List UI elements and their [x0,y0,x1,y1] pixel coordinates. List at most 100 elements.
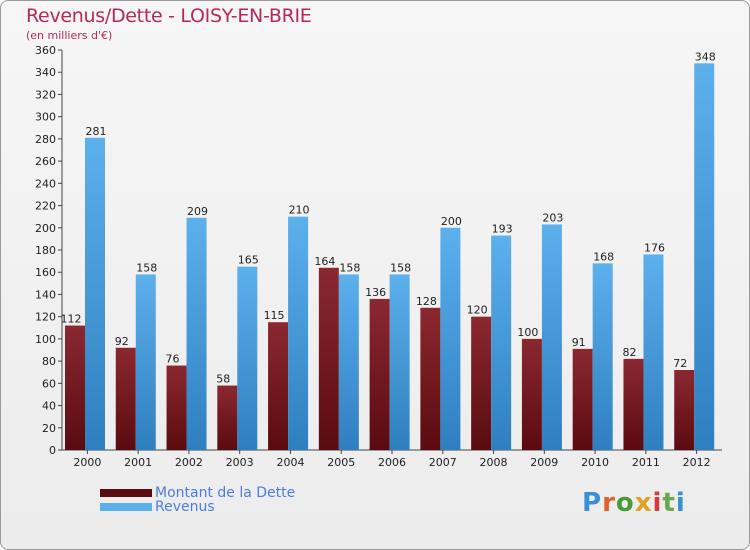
x-tick-label: 2008 [480,456,508,469]
data-labels: 112 281 92 158 76 209 58 165 115 210 164 158 136 158 1… [61,50,716,385]
bar-dette [166,365,187,450]
data-label-revenus: 203 [542,211,563,224]
bar-dette [217,385,238,450]
y-tick-label: 240 [35,177,56,190]
y-tick-label: 20 [42,422,56,435]
bar-revenus [592,263,613,450]
y-tick-label: 80 [42,355,56,368]
y-tick-label: 100 [35,333,56,346]
x-tick-label: 2001 [124,456,152,469]
data-label-revenus: 176 [644,241,665,254]
data-label-dette: 115 [264,309,285,322]
bar-dette [268,322,289,450]
y-tick-label: 140 [35,288,56,301]
bar-revenus [186,217,207,450]
data-label-revenus: 165 [238,254,259,267]
x-tick-label: 2000 [73,456,101,469]
data-label-revenus: 281 [86,125,107,138]
data-label-dette: 82 [622,346,636,359]
x-axis: 2000 2001 2002 2003 2004 2005 2006 2007 2008 2009… [62,449,722,469]
bar-revenus [440,227,461,450]
x-tick-label: 2009 [530,456,558,469]
bar-dette [318,267,339,450]
data-label-revenus: 200 [441,215,462,228]
data-label-revenus: 193 [492,223,513,236]
y-tick-label: 220 [35,200,56,213]
data-label-dette: 120 [467,304,488,317]
x-tick-label: 2007 [429,456,457,469]
bar-dette [471,316,492,450]
x-tick-label: 2003 [226,456,254,469]
logo-letter: i [652,488,663,518]
logo-letter: i [675,488,686,518]
y-tick-label: 300 [35,111,56,124]
logo-letter: o [615,488,635,518]
bar-revenus [694,63,715,450]
bar-dette [369,298,390,450]
legend-swatch-revenus [100,503,152,511]
data-label-dette: 128 [416,295,437,308]
bar-revenus [237,266,258,450]
data-label-dette: 76 [166,353,180,366]
bar-dette [115,347,136,450]
x-tick-label: 2010 [581,456,609,469]
data-label-revenus: 158 [136,261,157,274]
y-tick-label: 340 [35,66,56,79]
data-label-revenus: 158 [339,261,360,274]
chart-title: Revenus/Dette - LOISY-EN-BRIE [26,5,312,27]
bar-dette [572,348,593,450]
y-axis: 0 20 40 60 80 100 120 140 160 180 200 220 240 260 280 3… [35,44,63,457]
legend-swatch-dette [100,489,152,497]
data-label-revenus: 348 [695,50,716,63]
data-label-revenus: 210 [289,204,310,217]
logo-letter: r [602,488,616,518]
x-tick-label: 2006 [378,456,406,469]
x-tick-label: 2002 [175,456,203,469]
y-tick-label: 280 [35,133,56,146]
data-label-dette: 91 [572,336,586,349]
data-label-revenus: 209 [187,205,208,218]
x-tick-label: 2004 [276,456,304,469]
logo-letter: P [582,488,603,518]
y-tick-label: 60 [42,377,56,390]
y-tick-label: 360 [35,44,56,57]
y-tick-label: 120 [35,311,56,324]
data-label-revenus: 168 [593,250,614,263]
y-tick-label: 180 [35,244,56,257]
legend-label-dette: Montant de la Dette [155,485,296,501]
bar-dette [65,325,85,450]
bar-revenus [135,274,156,450]
bar-revenus [541,224,562,450]
data-label-revenus: 158 [390,261,411,274]
logo-letter: t [662,488,676,518]
y-tick-label: 200 [35,222,56,235]
y-tick-label: 40 [42,400,56,413]
bar-revenus [288,216,309,450]
y-tick-label: 260 [35,155,56,168]
bar-dette [623,358,644,450]
data-label-dette: 58 [216,373,230,386]
bar-revenus [389,274,410,450]
x-tick-label: 2012 [683,456,711,469]
chart-subtitle: (en milliers d'€) [26,29,113,42]
data-label-dette: 100 [517,326,538,339]
data-label-dette: 164 [314,255,335,268]
proxiti-logo: Proxiti [582,488,686,518]
y-tick-label: 160 [35,266,56,279]
data-label-dette: 112 [61,313,82,326]
y-tick-label: 320 [35,88,56,101]
data-label-dette: 92 [115,335,129,348]
bars [65,63,715,450]
y-tick-label: 0 [49,444,56,457]
bar-revenus [85,137,105,450]
bar-revenus [338,274,359,450]
data-label-dette: 72 [673,357,687,370]
bar-dette [521,338,542,450]
legend-label-revenus: Revenus [155,499,215,515]
data-label-dette: 136 [365,286,386,299]
x-tick-label: 2011 [632,456,660,469]
bar-revenus [491,235,512,450]
bar-dette [420,307,441,450]
